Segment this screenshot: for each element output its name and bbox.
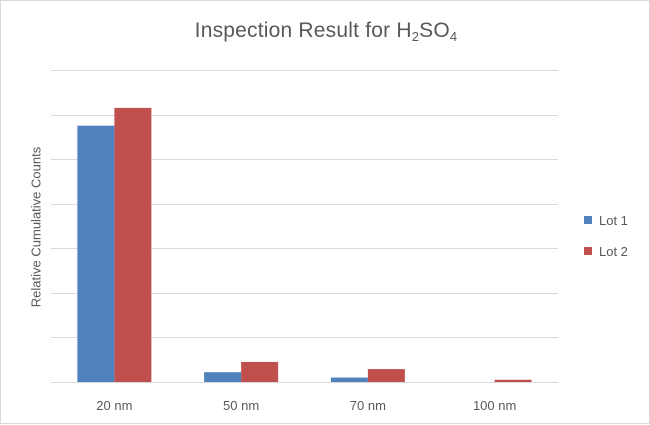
- bar-lot-2-70-nm: [367, 369, 405, 382]
- legend-label: Lot 1: [599, 212, 628, 228]
- bar-lot-2-50-nm: [241, 361, 279, 382]
- bars: [77, 107, 532, 382]
- chart-title-subscript-2: 4: [449, 29, 458, 44]
- legend-swatch: [584, 247, 592, 255]
- legend-item: Lot 2: [584, 243, 628, 259]
- bar-lot-1-70-nm: [330, 377, 368, 382]
- bar-lot-1-50-nm: [204, 372, 242, 382]
- legend: Lot 1 Lot 2: [584, 213, 628, 275]
- chart-title-subscript-1: 2: [411, 29, 420, 44]
- bar-lot-2-100-nm: [494, 379, 532, 382]
- chart-title-mid: SO: [419, 19, 450, 42]
- chart-title-main: Inspection Result for H: [194, 19, 412, 42]
- x-tick-label: 100 nm: [473, 398, 516, 413]
- legend-label: Lot 2: [599, 243, 628, 259]
- x-tick-label: 20 nm: [96, 398, 132, 413]
- x-tick-labels: 20 nm 50 nm 70 nm 100 nm: [96, 398, 516, 413]
- bar-lot-2-20-nm: [114, 107, 152, 382]
- bar-lot-1-20-nm: [77, 125, 115, 382]
- legend-item: Lot 1: [584, 212, 628, 228]
- x-tick-label: 50 nm: [223, 398, 259, 413]
- chart-title: Inspection Result for H2SO4: [1, 19, 650, 44]
- x-tick-label: 70 nm: [350, 398, 386, 413]
- legend-swatch: [584, 216, 592, 224]
